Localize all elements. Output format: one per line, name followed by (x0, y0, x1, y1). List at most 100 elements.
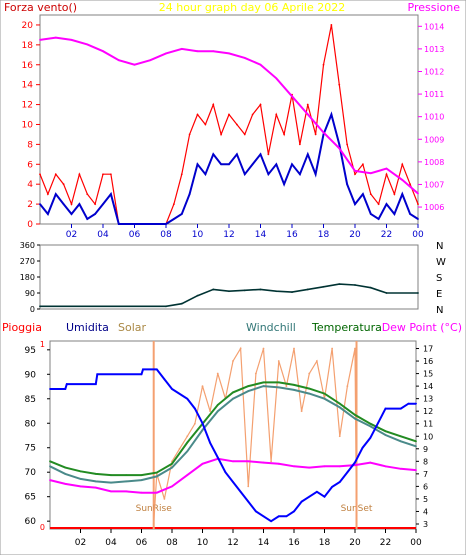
hum-point (224, 471, 227, 474)
wind-plot-area: 0246810121416182010061007100810091010101… (22, 14, 444, 240)
temperature-label: Temperatura (311, 321, 382, 334)
wind-point (306, 153, 309, 156)
humidity-tick-label: 80 (25, 419, 37, 429)
plot-frame (39, 244, 419, 310)
left-tick-label: 8 (27, 140, 33, 150)
x-tick-label: 08 (166, 538, 178, 548)
x-tick-label: 02 (75, 538, 86, 548)
chill-point (216, 410, 219, 413)
wind-point (180, 213, 183, 215)
pressure-point (401, 179, 404, 181)
hum-point (331, 485, 334, 488)
gust-point (86, 193, 89, 196)
direction-point (212, 288, 215, 291)
dew-point (384, 465, 387, 468)
left-tick-label: 2 (27, 200, 33, 210)
solar-point (300, 410, 303, 413)
temperature-humidity-chart: Pioggia Umidita Solar Windchill Temperat… (2, 321, 462, 548)
direction-tick-label: 90 (25, 289, 35, 298)
temp-point (140, 474, 143, 477)
solar-point (232, 360, 234, 362)
gust-point (377, 203, 380, 205)
temperature-tick-label: 11 (423, 420, 433, 429)
chill-point (79, 477, 82, 480)
dew-point (186, 474, 189, 477)
chill-point (64, 472, 67, 475)
pressure-point (417, 192, 419, 195)
temperature-tick-label: 12 (423, 407, 433, 416)
wind-point (409, 213, 412, 215)
gust-point (346, 143, 349, 146)
hum-point (399, 407, 402, 410)
hum-point (65, 383, 68, 385)
dew-point (201, 462, 204, 465)
chill-point (186, 450, 189, 453)
pressure-point (354, 170, 356, 172)
gust-point (283, 133, 286, 136)
wind-point (243, 173, 246, 176)
gust-point (46, 193, 49, 196)
right-tick-label: 1009 (424, 135, 444, 144)
solar-point (193, 422, 196, 425)
direction-point (322, 285, 325, 288)
pressure-point (196, 50, 199, 53)
direction-point (228, 290, 230, 293)
gust-series-line (39, 24, 419, 225)
dew-point (155, 491, 158, 494)
right-tick-label: 1008 (424, 158, 444, 167)
hum-point (163, 378, 166, 381)
pressure-point (338, 147, 341, 150)
humidity-tick-label: 65 (25, 493, 36, 503)
pressure-point (212, 50, 215, 53)
wind-point (377, 218, 380, 220)
solar-point (346, 385, 349, 388)
wind-point (361, 193, 364, 196)
solar-point (338, 435, 341, 438)
pressure-point (133, 63, 136, 66)
wind-point (149, 223, 152, 225)
temp-point (399, 435, 402, 438)
x-tick-label: 12 (227, 538, 238, 548)
wind-point (165, 223, 167, 225)
hum-point (277, 515, 280, 518)
pressure-point (228, 52, 230, 55)
plot-frame (49, 340, 417, 530)
x-tick-label: 12 (223, 230, 234, 240)
windchill-label: Windchill (246, 321, 296, 334)
pressure-point (86, 43, 89, 46)
compass-label: S (436, 273, 442, 284)
solar-point (216, 372, 219, 375)
wind-point (196, 163, 199, 166)
direction-point (39, 305, 41, 308)
temperature-tick-label: 8 (423, 457, 428, 466)
dew-point (171, 485, 173, 488)
gust-point (306, 103, 309, 106)
gust-point (259, 103, 262, 106)
dew-point (277, 462, 280, 465)
hum-point (96, 373, 99, 376)
x-tick-label: 08 (160, 230, 172, 240)
temp-point (216, 404, 219, 406)
chill-point (293, 388, 295, 391)
direction-tick-label: 270 (20, 257, 35, 266)
hum-point (308, 495, 311, 498)
right-tick-label: 1014 (424, 22, 444, 31)
humidity-tick-label: 70 (25, 468, 37, 478)
left-tick-label: 18 (22, 41, 34, 51)
temperature-tick-label: 4 (423, 507, 428, 516)
direction-point (306, 288, 309, 291)
direction-point (275, 290, 278, 293)
dew-point (399, 467, 402, 470)
gust-point (109, 173, 112, 176)
temperature-tick-label: 5 (423, 495, 428, 504)
wind-point (54, 193, 57, 196)
dew-point (323, 465, 326, 468)
gust-point (338, 83, 341, 86)
hum-point (293, 510, 295, 513)
temperature-tick-label: 7 (423, 470, 428, 479)
temp-point (171, 462, 173, 465)
gust-point (251, 113, 254, 116)
gust-point (393, 193, 396, 196)
gust-point (94, 203, 97, 205)
hum-point (346, 471, 349, 474)
